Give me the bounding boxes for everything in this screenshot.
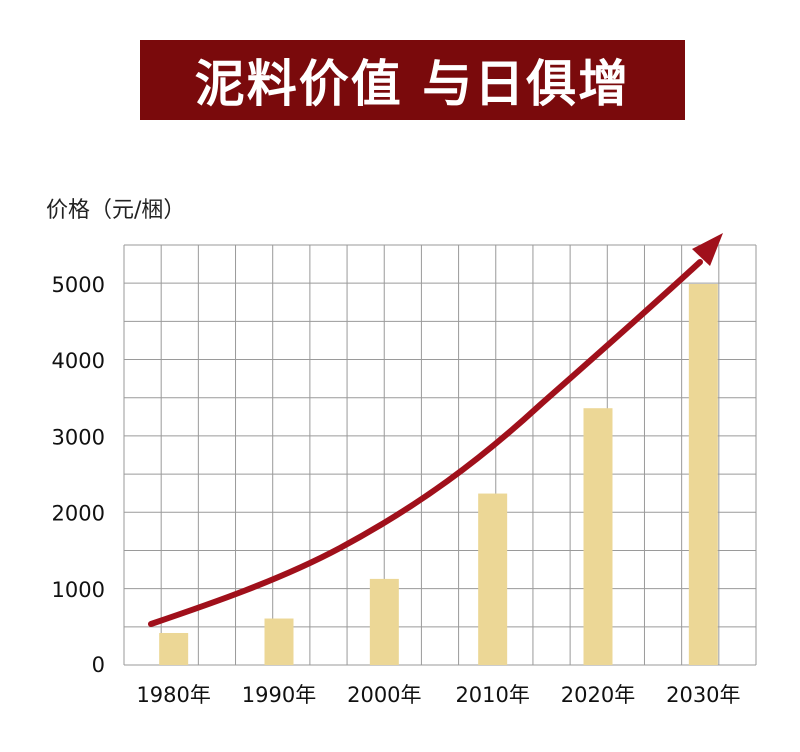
y-tick-labels: 0 1000 2000 3000 4000 5000 <box>52 273 105 677</box>
y-tick-label: 2000 <box>52 502 105 526</box>
x-tick-label: 1990年 <box>242 683 316 707</box>
bar <box>583 408 613 665</box>
x-tick-label: 1980年 <box>136 683 210 707</box>
y-tick-label: 4000 <box>52 349 105 373</box>
y-tick-label: 3000 <box>52 425 105 449</box>
bar <box>688 284 718 665</box>
banner-title: 泥料价值 与日俱增 <box>194 54 631 113</box>
x-tick-label: 2000年 <box>347 683 421 707</box>
x-tick-label: 2020年 <box>561 683 635 707</box>
x-tick-label: 2030年 <box>666 683 740 707</box>
bar <box>159 632 189 665</box>
x-tick-labels: 1980年 1990年 2000年 2010年 2020年 2030年 <box>136 683 740 707</box>
trend-arrow-head <box>692 233 723 266</box>
chart-bars <box>159 284 718 665</box>
x-tick-label: 2010年 <box>455 683 529 707</box>
y-axis-label: 价格（元/梱） <box>46 198 186 223</box>
trend-arrow-group <box>148 233 723 627</box>
y-tick-label: 5000 <box>52 273 105 297</box>
bar <box>369 578 399 665</box>
trend-arrow <box>148 259 703 627</box>
y-tick-label: 0 <box>92 653 105 677</box>
title-banner: 泥料价值 与日俱增 <box>140 40 685 120</box>
bar <box>264 618 294 665</box>
bar <box>478 493 508 665</box>
y-tick-label: 1000 <box>52 578 105 602</box>
